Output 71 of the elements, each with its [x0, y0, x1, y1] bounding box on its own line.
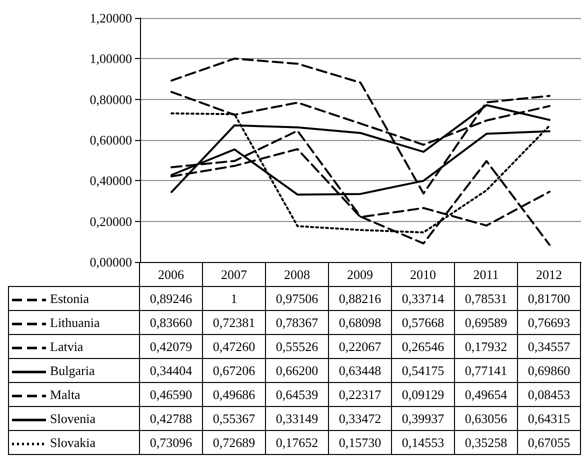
data-label: 0,47260 — [202, 334, 266, 358]
data-label: 0,34404 — [140, 358, 202, 382]
data-label: 1 — [202, 286, 266, 310]
y-tick-label: 0,80000 — [90, 92, 132, 107]
legend-label: Slovenia — [50, 410, 96, 426]
data-label: 0,17932 — [454, 334, 518, 358]
data-label: 0,49686 — [202, 382, 266, 406]
data-label: 0,88216 — [328, 286, 392, 310]
data-label: 0,78367 — [266, 310, 328, 334]
data-label: 0,09129 — [392, 382, 454, 406]
x-tick-label: 2010 — [392, 262, 454, 286]
data-label: 0,14553 — [392, 430, 454, 454]
x-tick-label: 2008 — [266, 262, 328, 286]
legend-label: Estonia — [50, 290, 89, 306]
data-label: 0,17652 — [266, 430, 328, 454]
data-label: 0,57668 — [392, 310, 454, 334]
legend-label: Bulgaria — [50, 362, 95, 378]
data-label: 0,35258 — [454, 430, 518, 454]
data-label: 0,67055 — [518, 430, 580, 454]
data-label: 0,68098 — [328, 310, 392, 334]
data-label: 0,55526 — [266, 334, 328, 358]
data-label: 0,42079 — [140, 334, 202, 358]
data-label: 0,15730 — [328, 430, 392, 454]
data-label: 0,78531 — [454, 286, 518, 310]
legend-label: Lithuania — [50, 314, 100, 330]
y-tick-label: 0,40000 — [90, 173, 132, 188]
data-label: 0,69860 — [518, 358, 580, 382]
data-label: 0,73096 — [140, 430, 202, 454]
data-label: 0,22317 — [328, 382, 392, 406]
x-tick-label: 2009 — [328, 262, 392, 286]
y-tick-label: 0,60000 — [90, 132, 132, 148]
data-label: 0,89246 — [140, 286, 202, 310]
data-label: 0,46590 — [140, 382, 202, 406]
data-label: 0,08453 — [518, 382, 580, 406]
data-label: 0,97506 — [266, 286, 328, 310]
data-label: 0,22067 — [328, 334, 392, 358]
data-label: 0,77141 — [454, 358, 518, 382]
data-label: 0,63056 — [454, 406, 518, 430]
x-tick-label: 2011 — [454, 262, 518, 286]
data-label: 0,76693 — [518, 310, 580, 334]
data-label: 0,72381 — [202, 310, 266, 334]
data-label: 0,39937 — [392, 406, 454, 430]
data-label: 0,49654 — [454, 382, 518, 406]
data-label: 0,63448 — [328, 358, 392, 382]
data-label: 0,33472 — [328, 406, 392, 430]
data-label: 0,67206 — [202, 358, 266, 382]
legend-label: Malta — [50, 386, 80, 402]
line-series — [170, 58, 550, 194]
data-label: 0,26546 — [392, 334, 454, 358]
data-label: 0,34557 — [518, 334, 580, 358]
data-label: 0,64315 — [518, 406, 580, 430]
data-label: 0,42788 — [140, 406, 202, 430]
data-label: 0,33149 — [266, 406, 328, 430]
x-tick-label: 2006 — [140, 262, 202, 286]
data-label: 0,69589 — [454, 310, 518, 334]
data-label: 0,81700 — [518, 286, 580, 310]
data-label: 0,72689 — [202, 430, 266, 454]
data-label: 0,33714 — [392, 286, 454, 310]
y-tick-label: 0,20000 — [90, 214, 132, 229]
y-tick-label: 1,20000 — [90, 10, 132, 26]
data-label: 0,83660 — [140, 310, 202, 334]
legend-label: Slovakia — [50, 434, 96, 450]
data-label: 0,64539 — [266, 382, 328, 406]
x-tick-label: 2012 — [518, 262, 580, 286]
y-tick-label: 0,00000 — [90, 254, 132, 270]
legend-label: Latvia — [50, 338, 84, 354]
data-label: 0,66200 — [266, 358, 328, 382]
data-label: 0,54175 — [392, 358, 454, 382]
x-tick-label: 2007 — [202, 262, 266, 286]
data-label: 0,55367 — [202, 406, 266, 430]
y-tick-label: 1,00000 — [90, 51, 132, 66]
